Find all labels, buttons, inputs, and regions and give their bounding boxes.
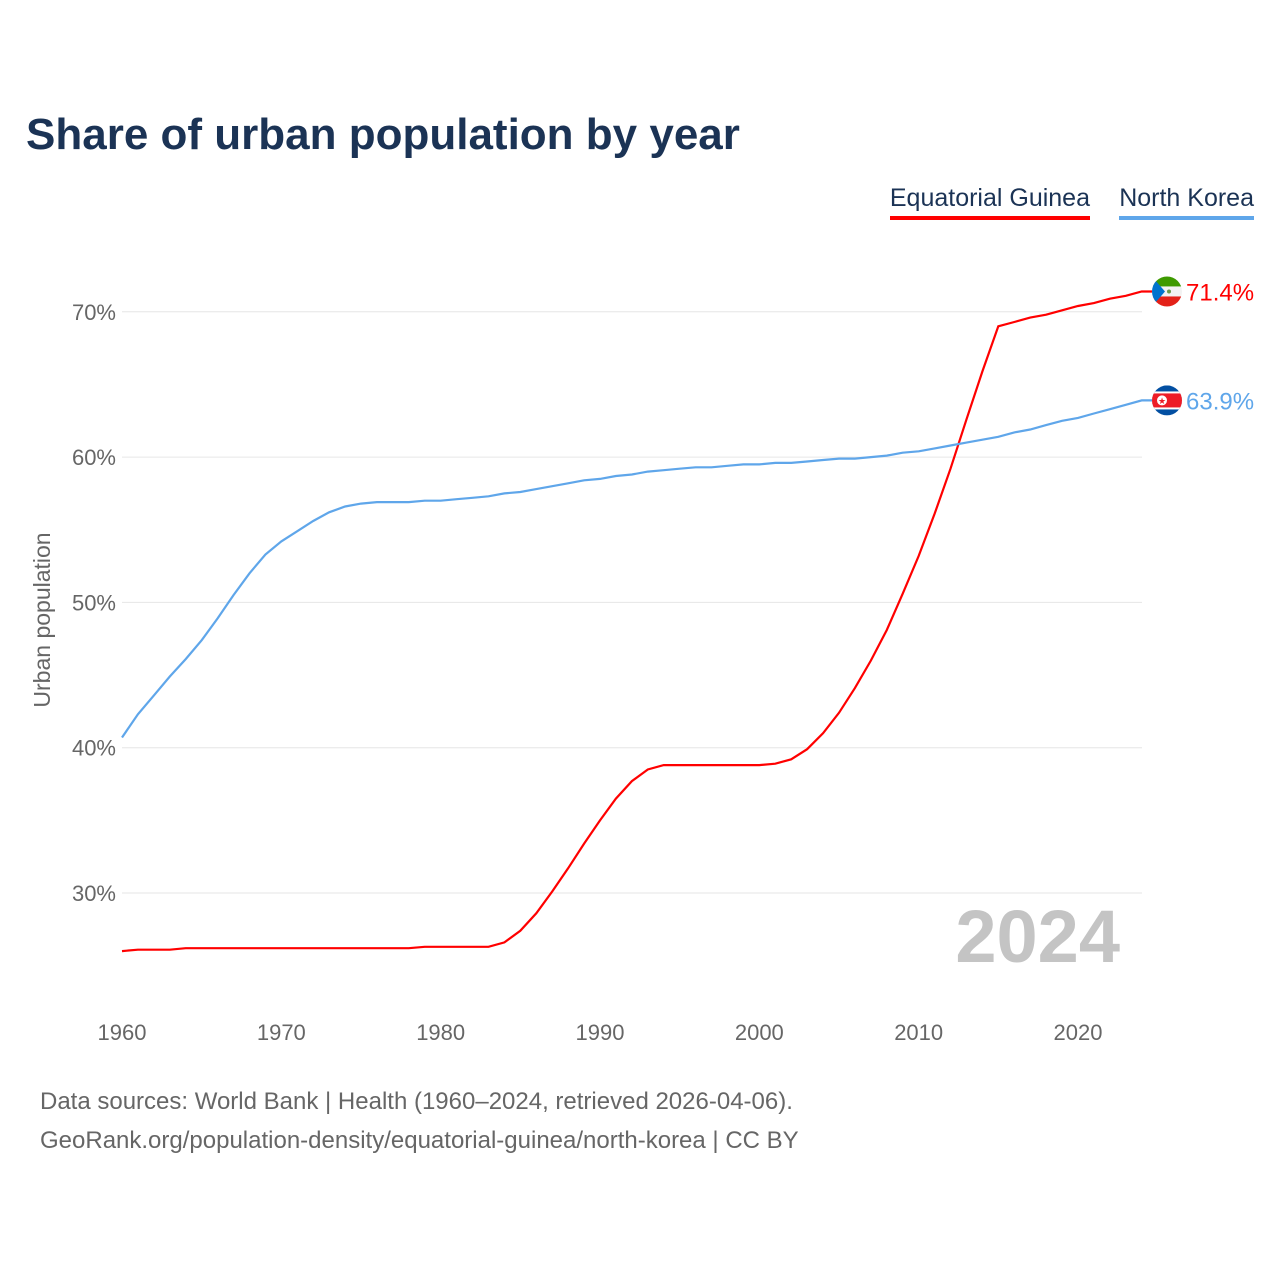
svg-text:★: ★ <box>1158 396 1166 406</box>
footer-link[interactable]: GeoRank.org/population-density/equatoria… <box>40 1127 799 1154</box>
x-tick-label: 2010 <box>894 1020 943 1045</box>
x-tick-label: 1980 <box>416 1020 465 1045</box>
year-watermark: 2024 <box>955 895 1120 978</box>
north-korea-flag-icon: ★ <box>1152 385 1182 416</box>
y-tick-label: 70% <box>72 300 116 325</box>
legend-item-equatorial-guinea[interactable]: Equatorial Guinea <box>889 184 1090 220</box>
y-tick-label: 50% <box>72 590 116 615</box>
series-line-equatorial-guinea[interactable] <box>121 290 1154 953</box>
y-tick-label: 40% <box>72 736 116 761</box>
x-tick-label: 1960 <box>98 1020 147 1045</box>
x-tick-label: 2020 <box>1054 1020 1103 1045</box>
series-line-north-korea[interactable] <box>121 399 1154 739</box>
x-tick-label: 2000 <box>735 1020 784 1045</box>
x-tick-label: 1970 <box>257 1020 306 1045</box>
x-tick-label: 1990 <box>576 1020 625 1045</box>
y-tick-label: 60% <box>72 445 116 470</box>
y-tick-label: 30% <box>72 881 116 906</box>
equatorial-guinea-flag-icon <box>1152 276 1182 307</box>
y-axis-label: Urban population <box>29 532 55 707</box>
legend-item-north-korea[interactable]: North Korea <box>1119 184 1254 220</box>
chart-title: Share of urban population by year <box>26 110 740 159</box>
end-value-label: 63.9% <box>1186 388 1254 415</box>
end-value-label: 71.4% <box>1186 279 1254 306</box>
footer-sources: Data sources: World Bank | Health (1960–… <box>40 1088 793 1115</box>
